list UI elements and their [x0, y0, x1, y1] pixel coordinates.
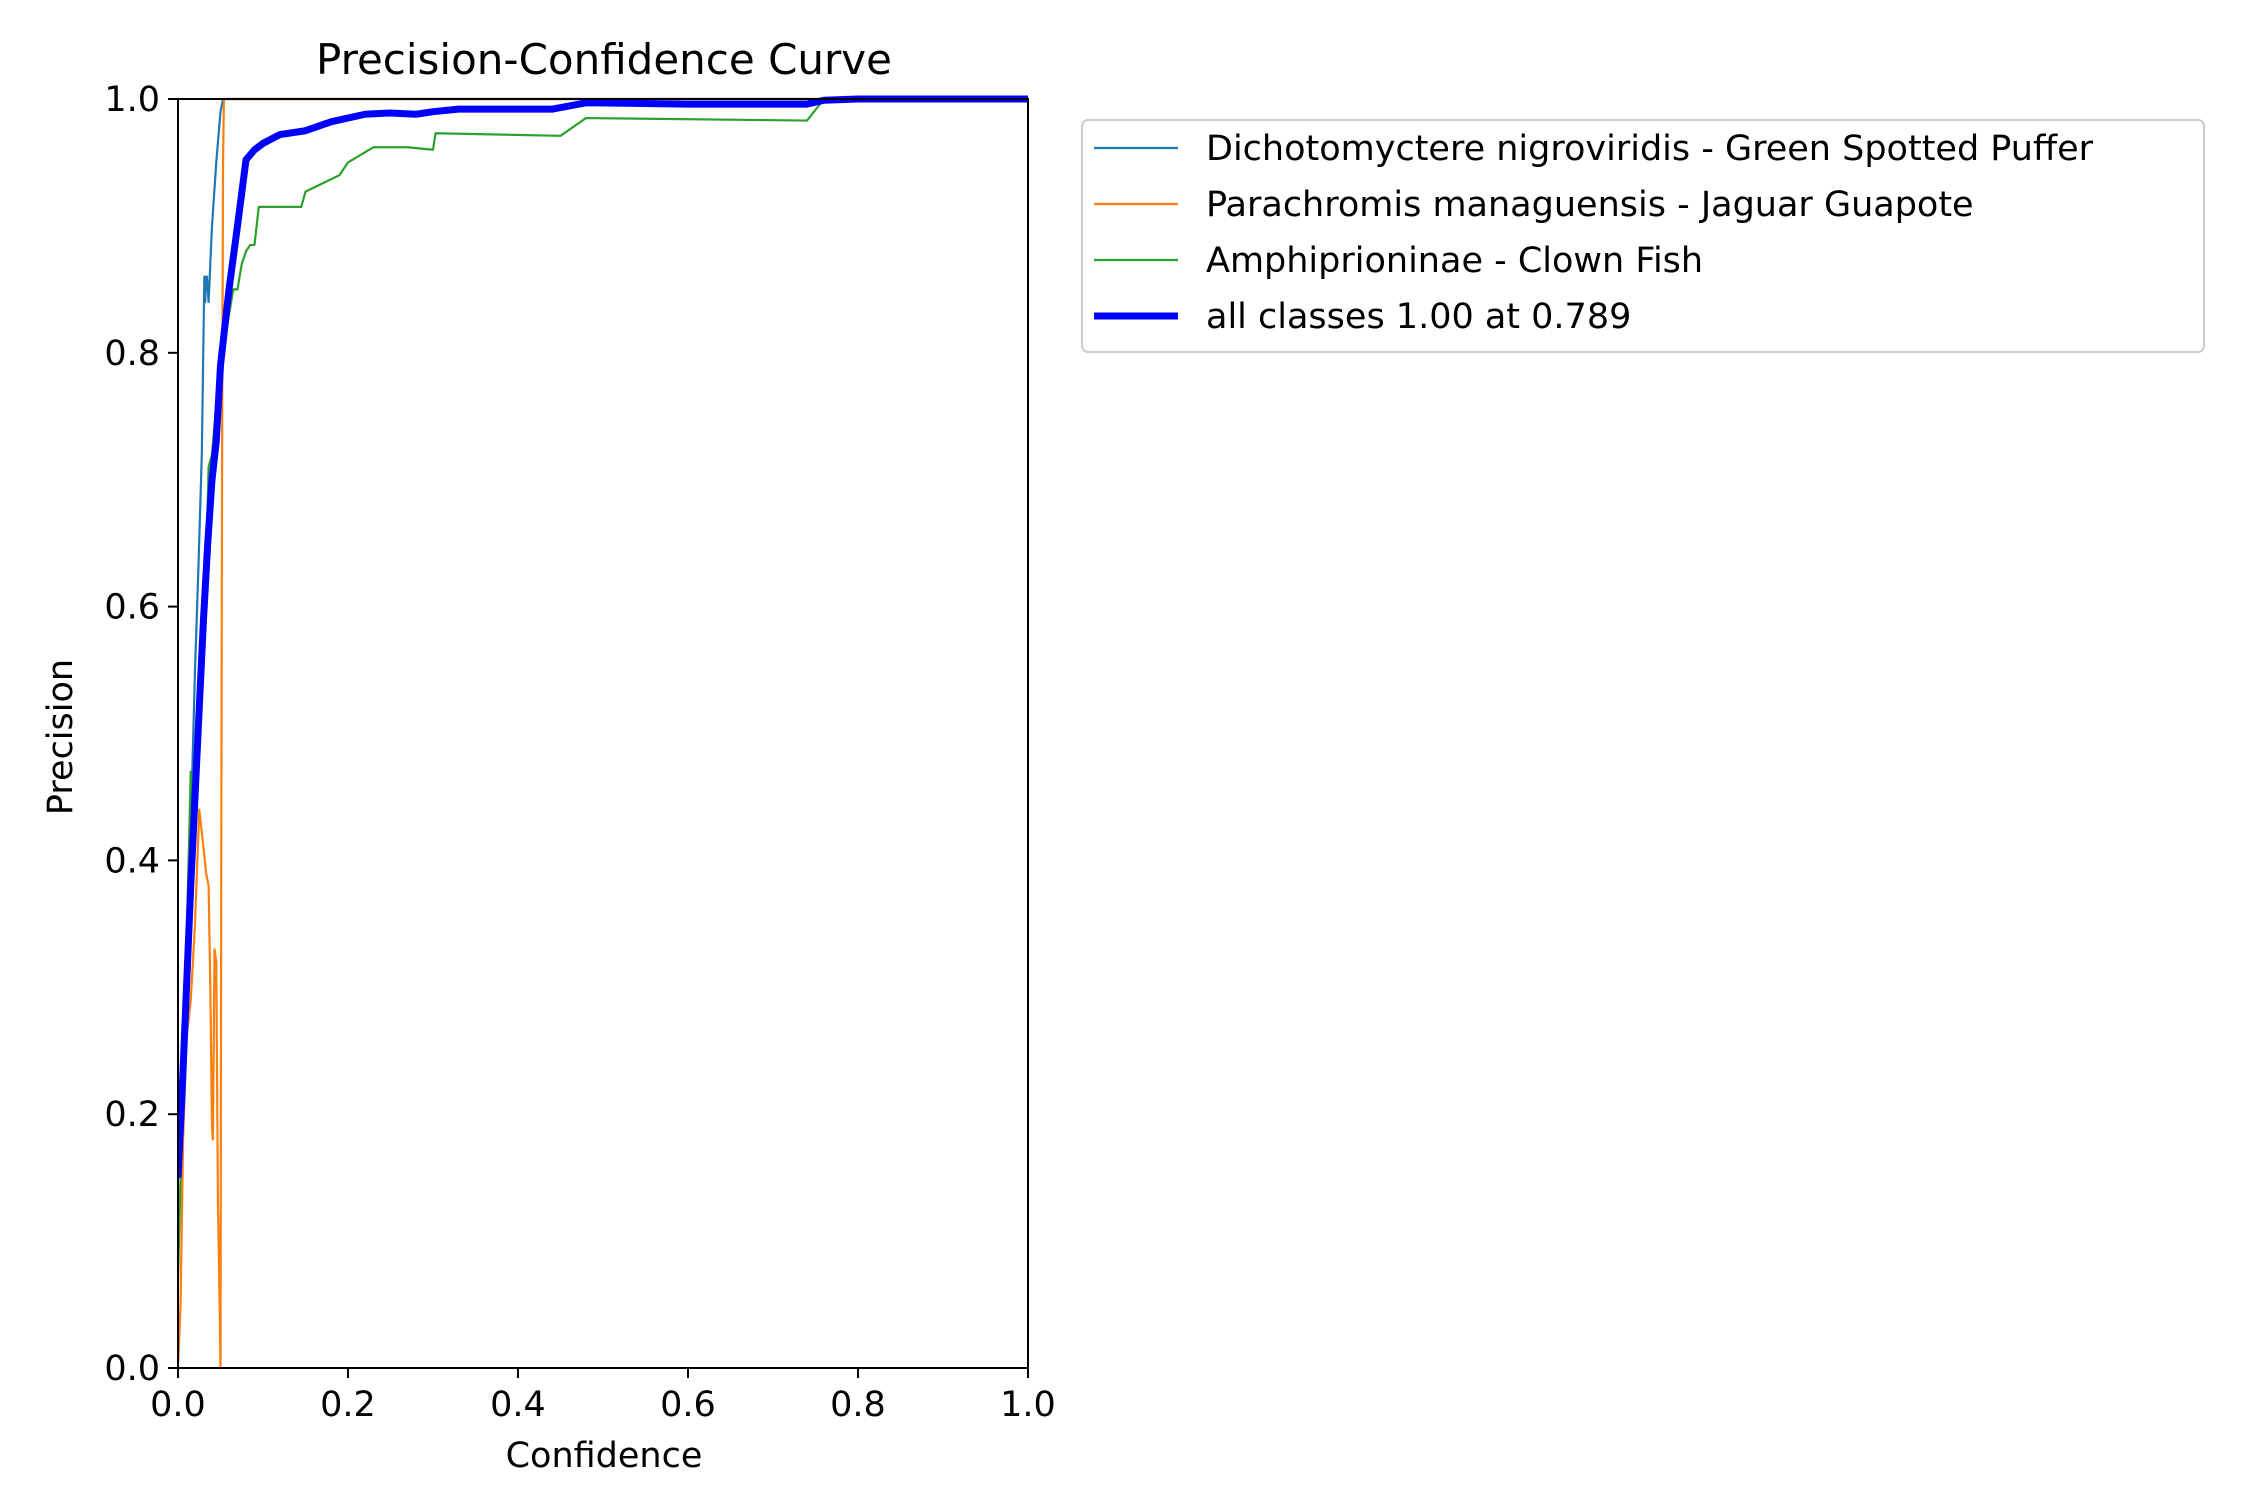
x-tick-label: 0.6 — [660, 1385, 716, 1425]
legend-label: Dichotomyctere nigroviridis - Green Spot… — [1206, 129, 2094, 169]
y-tick-label: 0.0 — [104, 1349, 160, 1389]
y-tick-label: 0.4 — [104, 841, 160, 881]
legend-label: Amphiprioninae - Clown Fish — [1206, 241, 1703, 281]
series-layer — [178, 95, 1028, 1370]
plot-frame — [177, 98, 1029, 1369]
axes-layer: 0.0 0.2 0.4 0.6 0.8 1.0 0.0 0.2 0.4 0.6 0.8 1.0 — [104, 80, 1056, 1425]
legend-label: all classes 1.00 at 0.789 — [1206, 297, 1631, 337]
x-tick-label: 0.0 — [150, 1385, 206, 1425]
x-tick-label: 0.8 — [830, 1385, 886, 1425]
series-line-3 — [178, 97, 1028, 1280]
y-tick-label: 0.8 — [104, 334, 160, 374]
series-line-4 — [178, 95, 1028, 1178]
x-tick-label: 1.0 — [1000, 1385, 1056, 1425]
legend-label: Parachromis managuensis - Jaguar Guapote — [1206, 185, 1974, 225]
legend-box — [1081, 119, 2205, 353]
legend: Dichotomyctere nigroviridis - Green Spot… — [1081, 119, 2205, 353]
y-tick-label: 0.6 — [104, 588, 160, 628]
x-tick-label: 0.4 — [490, 1385, 546, 1425]
x-tick-label: 0.2 — [320, 1385, 376, 1425]
series-line-1 — [178, 97, 1028, 1178]
x-axis-label: Confidence — [506, 1436, 703, 1476]
series-line-2 — [178, 97, 1028, 1370]
y-axis-label: Precision — [41, 659, 81, 815]
chart-title: Precision-Confidence Curve — [316, 35, 892, 84]
y-tick-label: 0.2 — [104, 1095, 160, 1135]
y-tick-label: 1.0 — [104, 80, 160, 120]
